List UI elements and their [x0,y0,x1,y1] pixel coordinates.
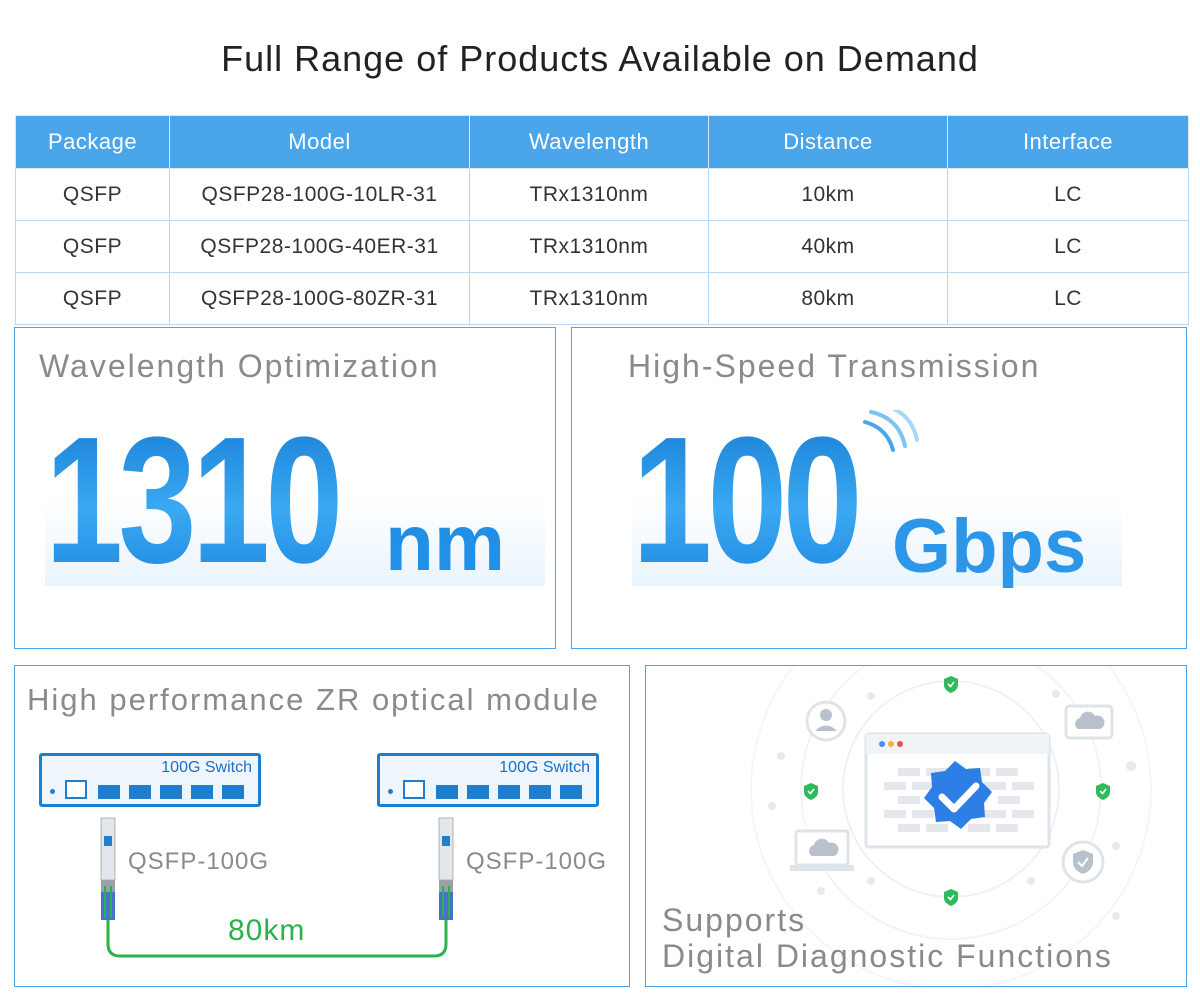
cloud-icon [1064,704,1114,740]
table-cell: QSFP28-100G-10LR-31 [169,168,470,221]
sfp-port-icon [498,785,520,799]
table-cell: LC [947,220,1189,273]
switch-left: 100G Switch [39,753,261,807]
table-cell: TRx1310nm [469,272,709,325]
module-right-label: QSFP-100G [466,848,608,875]
diagnostic-panel: Supports Digital Diagnostic Functions [645,665,1187,987]
diagnostic-line1: Supports [662,902,807,938]
table-cell: QSFP [15,168,170,221]
sfp-port-icon [98,785,120,799]
module-left-label: QSFP-100G [128,848,270,875]
distance-label: 80km [228,914,306,947]
shield-check-icon [1061,840,1105,884]
page-title: Full Range of Products Available on Dema… [221,38,979,79]
column-header: Wavelength [469,115,709,169]
wavelength-value: 1310 [45,400,343,601]
wavelength-panel: Wavelength Optimization 1310 nm [14,327,556,649]
spec-table: Package Model Wavelength Distance Interf… [15,115,1189,325]
table-header-row: Package Model Wavelength Distance Interf… [15,115,1189,169]
sfp-port-icon [191,785,213,799]
table-cell: QSFP28-100G-80ZR-31 [169,272,470,325]
table-cell: LC [947,168,1189,221]
table-row: QSFP QSFP28-100G-40ER-31 TRx1310nm 40km … [15,220,1189,273]
laptop-icon [790,829,854,871]
user-icon [805,700,847,742]
status-dot [388,789,393,794]
column-header: Distance [708,115,948,169]
table-cell: TRx1310nm [469,168,709,221]
table-row: QSFP QSFP28-100G-80ZR-31 TRx1310nm 80km … [15,272,1189,325]
table-cell: QSFP28-100G-40ER-31 [169,220,470,273]
sfp-port-icon [160,785,182,799]
table-cell: LC [947,272,1189,325]
ethernet-port-icon [65,780,87,799]
qsfp-module-right-icon [438,817,454,920]
table-cell: 80km [708,272,948,325]
zr-panel-title: High performance ZR optical module [27,682,600,717]
speed-panel: High-Speed Transmission 100 Gbps [571,327,1187,649]
switch-left-label: 100G Switch [161,759,252,776]
switch-right: 100G Switch [377,753,599,807]
sfp-port-icon [467,785,489,799]
fiber-link-diagram [100,817,454,958]
speed-unit: Gbps [892,504,1087,589]
diagnostic-line2: Digital Diagnostic Functions [662,938,1113,974]
wavelength-panel-title: Wavelength Optimization [39,348,440,384]
speed-panel-title: High-Speed Transmission [628,348,1041,384]
speed-value: 100 [632,400,863,601]
wavelength-unit: nm [385,498,505,587]
table-cell: QSFP [15,220,170,273]
ethernet-port-icon [403,780,425,799]
table-cell: 40km [708,220,948,273]
sfp-port-icon [222,785,244,799]
qsfp-module-left-icon [100,817,116,920]
switch-right-label: 100G Switch [499,759,590,776]
column-header: Interface [947,115,1189,169]
zr-module-panel: High performance ZR optical module 100G … [14,665,630,987]
sfp-port-icon [529,785,551,799]
status-dot [50,789,55,794]
sfp-port-icon [560,785,582,799]
diagnostic-illustration [750,666,1152,986]
column-header: Model [169,115,470,169]
table-row: QSFP QSFP28-100G-10LR-31 TRx1310nm 10km … [15,168,1189,221]
shield-check-icon [804,676,1110,906]
table-cell: TRx1310nm [469,220,709,273]
table-cell: QSFP [15,272,170,325]
verified-badge-icon [924,761,992,829]
sfp-port-icon [436,785,458,799]
sfp-port-icon [129,785,151,799]
column-header: Package [15,115,170,169]
table-cell: 10km [708,168,948,221]
wifi-signal-icon [863,410,919,452]
